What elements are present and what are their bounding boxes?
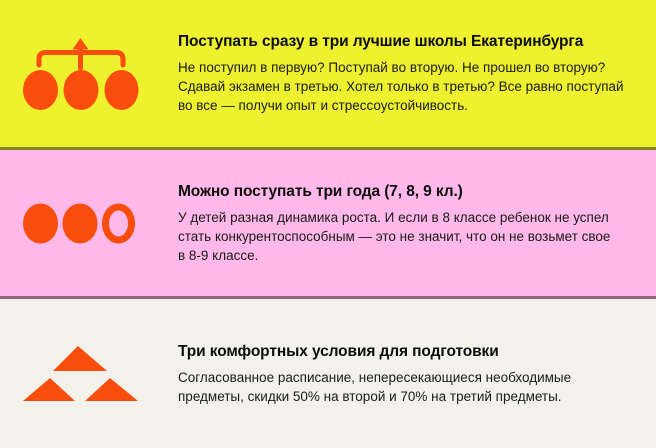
icon-box bbox=[23, 345, 139, 402]
section-body: У детей разная динамика роста. И если в … bbox=[178, 209, 611, 263]
icon-box bbox=[23, 37, 139, 110]
three-circles-one-outlined-icon bbox=[23, 203, 135, 243]
text-box: Три комфортных условия для подготовки Со… bbox=[178, 342, 640, 406]
section-body: Не поступил в первую? Поступай во вторую… bbox=[178, 60, 624, 113]
section-title: Поступать сразу в три лучшие школы Екате… bbox=[178, 33, 584, 50]
section-title: Три комфортных условия для подготовки bbox=[178, 342, 499, 360]
section-three-years: Можно поступать три года (7, 8, 9 кл.) У… bbox=[0, 150, 656, 299]
section-three-conditions: Три комфортных условия для подготовки Со… bbox=[0, 299, 656, 448]
icon-box bbox=[23, 203, 139, 244]
three-triangles-icon bbox=[23, 345, 138, 401]
section-title: Можно поступать три года (7, 8, 9 кл.) bbox=[178, 182, 463, 200]
text-box: Можно поступать три года (7, 8, 9 кл.) У… bbox=[178, 182, 640, 265]
text-box: Поступать сразу в три лучшие школы Екате… bbox=[178, 32, 640, 115]
section-three-schools: Поступать сразу в три лучшие школы Екате… bbox=[0, 0, 656, 150]
hierarchy-three-circles-icon bbox=[23, 37, 139, 110]
section-body: Согласованное расписание, непересекающие… bbox=[178, 369, 572, 404]
